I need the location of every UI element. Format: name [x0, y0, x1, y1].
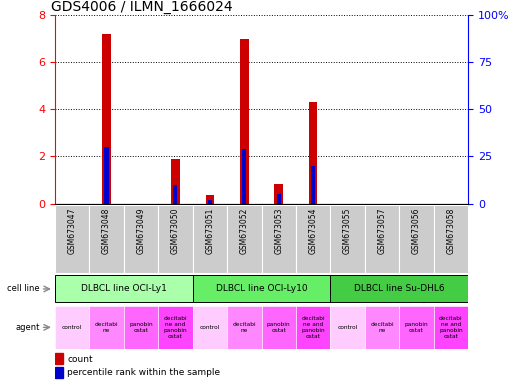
Text: decitabi
ne: decitabi ne: [95, 322, 118, 333]
Bar: [262, 205, 296, 273]
Text: GSM673056: GSM673056: [412, 207, 421, 254]
Text: agent: agent: [15, 323, 40, 332]
Text: cell line: cell line: [7, 285, 40, 293]
Bar: [192, 306, 227, 349]
Text: count: count: [67, 355, 93, 364]
Text: decitabi
ne: decitabi ne: [232, 322, 256, 333]
Bar: [311, 166, 315, 204]
Bar: [124, 205, 158, 273]
Text: control: control: [337, 325, 358, 330]
Text: panobin
ostat: panobin ostat: [129, 322, 153, 333]
Bar: [208, 200, 212, 204]
Bar: [55, 367, 63, 378]
Text: control: control: [62, 325, 82, 330]
Bar: [309, 103, 317, 204]
Bar: [55, 306, 89, 349]
Text: GSM673055: GSM673055: [343, 207, 352, 254]
Text: panobin
ostat: panobin ostat: [267, 322, 291, 333]
Text: DLBCL line OCI-Ly10: DLBCL line OCI-Ly10: [215, 285, 308, 293]
Bar: [365, 205, 399, 273]
Bar: [124, 306, 158, 349]
Text: GSM673050: GSM673050: [171, 207, 180, 254]
Bar: [227, 306, 262, 349]
Text: decitabi
ne and
panobin
ostat: decitabi ne and panobin ostat: [164, 316, 187, 339]
Bar: [331, 306, 365, 349]
Bar: [262, 306, 296, 349]
Bar: [173, 185, 177, 204]
Bar: [192, 205, 227, 273]
Bar: [55, 275, 192, 303]
Text: percentile rank within the sample: percentile rank within the sample: [67, 369, 221, 377]
Text: decitabi
ne and
panobin
ostat: decitabi ne and panobin ostat: [439, 316, 463, 339]
Bar: [277, 194, 281, 204]
Bar: [434, 205, 468, 273]
Bar: [206, 195, 214, 204]
Text: decitabi
ne and
panobin
ostat: decitabi ne and panobin ostat: [301, 316, 325, 339]
Text: GSM673047: GSM673047: [67, 207, 77, 254]
Bar: [240, 39, 248, 204]
Text: DLBCL line OCI-Ly1: DLBCL line OCI-Ly1: [81, 285, 167, 293]
Bar: [105, 147, 109, 204]
Bar: [158, 306, 192, 349]
Bar: [242, 149, 246, 204]
Text: GSM673053: GSM673053: [274, 207, 283, 254]
Bar: [399, 205, 434, 273]
Text: GSM673058: GSM673058: [446, 207, 456, 254]
Bar: [171, 159, 180, 204]
Text: GSM673048: GSM673048: [102, 207, 111, 254]
Text: DLBCL line Su-DHL6: DLBCL line Su-DHL6: [354, 285, 445, 293]
Bar: [296, 306, 331, 349]
Text: control: control: [200, 325, 220, 330]
Bar: [227, 205, 262, 273]
Bar: [331, 275, 468, 303]
Text: GSM673051: GSM673051: [206, 207, 214, 254]
Bar: [158, 205, 192, 273]
Bar: [55, 353, 63, 364]
Text: decitabi
ne: decitabi ne: [370, 322, 394, 333]
Bar: [89, 306, 124, 349]
Text: GSM673057: GSM673057: [378, 207, 386, 254]
Text: GSM673054: GSM673054: [309, 207, 317, 254]
Text: GSM673052: GSM673052: [240, 207, 249, 254]
Bar: [103, 34, 111, 204]
Bar: [331, 205, 365, 273]
Bar: [365, 306, 399, 349]
Bar: [89, 205, 124, 273]
Bar: [192, 275, 331, 303]
Bar: [434, 306, 468, 349]
Text: GSM673049: GSM673049: [137, 207, 145, 254]
Bar: [399, 306, 434, 349]
Text: GDS4006 / ILMN_1666024: GDS4006 / ILMN_1666024: [51, 0, 232, 14]
Text: panobin
ostat: panobin ostat: [405, 322, 428, 333]
Bar: [55, 205, 89, 273]
Bar: [275, 184, 283, 204]
Bar: [296, 205, 331, 273]
